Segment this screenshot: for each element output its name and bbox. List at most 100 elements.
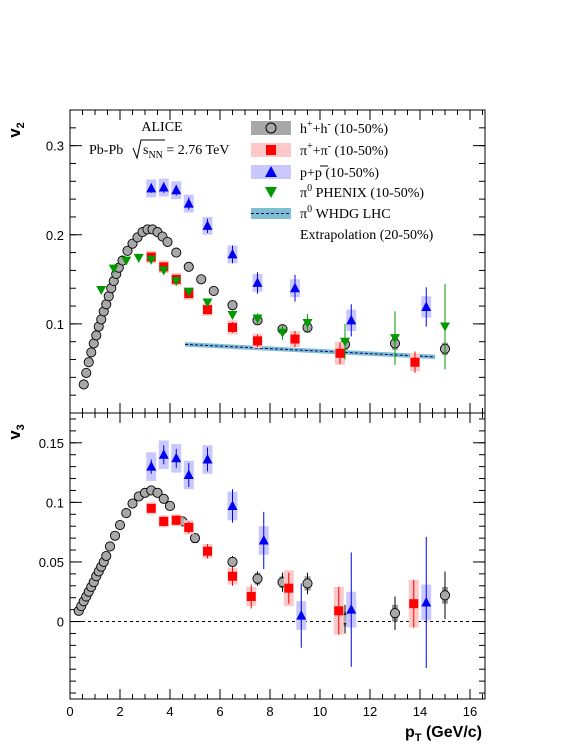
v2-hadrons-point: [227, 300, 238, 311]
x-axis-title: pT (GeV/c): [405, 724, 482, 744]
legend-label-whdg-line2: Extrapolation (20-50%): [300, 228, 434, 243]
v2-pions-point: [410, 357, 420, 367]
v3-hadrons-point: [127, 498, 138, 509]
v3-hadrons-point: [104, 541, 116, 552]
v3-protons-point: [202, 453, 213, 464]
v3-hadrons-point: [101, 550, 112, 562]
v3-pions-point: [409, 599, 419, 609]
v3-ytick-label: 0.15: [39, 436, 64, 451]
v2-pi0-phenix-point: [108, 264, 119, 274]
v2-protons-point: [146, 182, 157, 193]
v3-pions-point: [171, 515, 181, 525]
v2-protons-point: [202, 220, 213, 230]
system-label: Pb-Pb: [89, 143, 123, 158]
v2-pi0-phenix-point: [133, 253, 144, 263]
v2-protons-point: [171, 184, 182, 195]
v2-protons-point: [421, 301, 432, 311]
v3-hadrons-point: [252, 573, 263, 584]
v3-pions-point: [159, 516, 169, 526]
legend-entry-hadrons: h++h- (10-50%): [251, 119, 388, 137]
v3-protons-point: [158, 449, 169, 459]
v2-pions-point: [203, 305, 212, 315]
v2-hadrons-point: [81, 367, 92, 378]
v2-pi0-phenix-point: [227, 310, 238, 320]
v3-ytick-label: 0.1: [46, 495, 64, 510]
v2-y-axis-title: v2: [5, 122, 27, 138]
v3-protons-point: [171, 452, 182, 463]
v2-pi0-phenix-point: [171, 277, 182, 287]
v3-hadrons-point: [152, 487, 163, 498]
experiment-label: ALICE: [141, 120, 182, 135]
x-tick-label: 0: [66, 704, 73, 719]
x-tick-label: 10: [313, 704, 327, 719]
v3-hadrons-point: [158, 493, 169, 504]
v3-protons-point: [146, 461, 157, 471]
legend: h++h- (10-50%) π++π- (10-50%) p+p (10-50…: [251, 119, 434, 243]
v2-protons-point: [227, 248, 238, 259]
x-tick-label: 6: [216, 704, 223, 719]
v3-hadrons-point: [109, 530, 121, 541]
v2-pi0-phenix-point: [390, 334, 400, 344]
v3-protons-point: [296, 610, 307, 620]
v3-hadrons-point: [114, 519, 126, 531]
legend-label-whdg: π0 WHDG LHC: [300, 204, 391, 222]
legend-marker-hadrons: [265, 122, 277, 134]
collision-system-label: Pb-Pb sNN = 2.76 TeV: [89, 139, 229, 161]
x-tick-label: 8: [266, 704, 273, 719]
v2-pions-point: [253, 336, 262, 346]
v3-ytick-label: 0: [57, 615, 64, 630]
v3-pions-point: [246, 592, 256, 602]
v2-pi0-phenix-point: [302, 318, 313, 328]
v2-pi0-phenix-point: [440, 322, 450, 332]
x-tick-label: 2: [116, 704, 123, 719]
v2-protons-point: [290, 282, 300, 293]
v2-pi0-phenix-point: [146, 255, 157, 265]
v2-hadrons-point: [78, 379, 89, 390]
x-tick-label: 12: [363, 704, 377, 719]
legend-entry-whdg: π0 WHDG LHC Extrapolation (20-50%): [251, 204, 434, 243]
v2-pi0-phenix-point: [96, 286, 107, 296]
v2-hadrons-point: [83, 357, 94, 368]
legend-marker-pions: [266, 145, 276, 155]
v3-pions-point: [146, 503, 156, 513]
v2-hadrons-point: [196, 274, 207, 285]
v3-hadrons-point: [189, 533, 201, 544]
v3-pions-point: [184, 522, 194, 532]
v3-protons-point: [183, 469, 194, 479]
legend-label-hadrons: h++h- (10-50%): [300, 119, 388, 137]
v2-hadrons-point: [162, 236, 173, 247]
v2-hadrons-point: [183, 261, 194, 272]
v2-protons-point: [183, 198, 194, 208]
v3-protons-point: [227, 500, 238, 510]
v2-pi0-phenix-point: [202, 298, 213, 308]
v2-pi0-phenix-point: [121, 256, 132, 266]
v2-hadrons-point: [171, 247, 182, 258]
v2-pi0-phenix-point: [252, 314, 263, 324]
legend-entry-pions: π++π- (10-50%): [251, 141, 389, 159]
v3-hadrons-point: [121, 508, 132, 519]
legend-marker-pi0-phenix: [265, 187, 277, 198]
v2-pions-point: [335, 348, 345, 358]
v2-protons-point: [158, 182, 169, 192]
v2-hadrons-point: [208, 285, 219, 296]
v3-pions-point: [284, 583, 294, 593]
v2-ytick-label: 0.3: [46, 139, 64, 154]
v3-protons-point: [258, 535, 269, 545]
legend-label-pions: π++π- (10-50%): [300, 141, 389, 159]
v2-protons-point: [252, 277, 263, 287]
v3-hadrons-point: [439, 590, 451, 601]
v2-pions-point: [290, 334, 300, 344]
x-tick-label: 14: [413, 704, 427, 719]
v2-hadrons-point: [122, 245, 133, 256]
v2-ytick-label: 0.2: [46, 228, 64, 243]
v3-hadrons-point: [227, 556, 238, 568]
v3-pions-point: [203, 546, 212, 556]
v2-protons-point: [346, 314, 357, 325]
v2-hadrons-point: [86, 347, 97, 358]
v2-panel: 0.1 0.2 0.3: [46, 110, 485, 413]
v3-hadrons-point: [164, 500, 176, 512]
legend-label-pi0-phenix: π0 PHENIX (10-50%): [300, 183, 424, 201]
v2-pi0-phenix-point: [277, 328, 288, 338]
x-tick-label: 4: [166, 704, 173, 719]
